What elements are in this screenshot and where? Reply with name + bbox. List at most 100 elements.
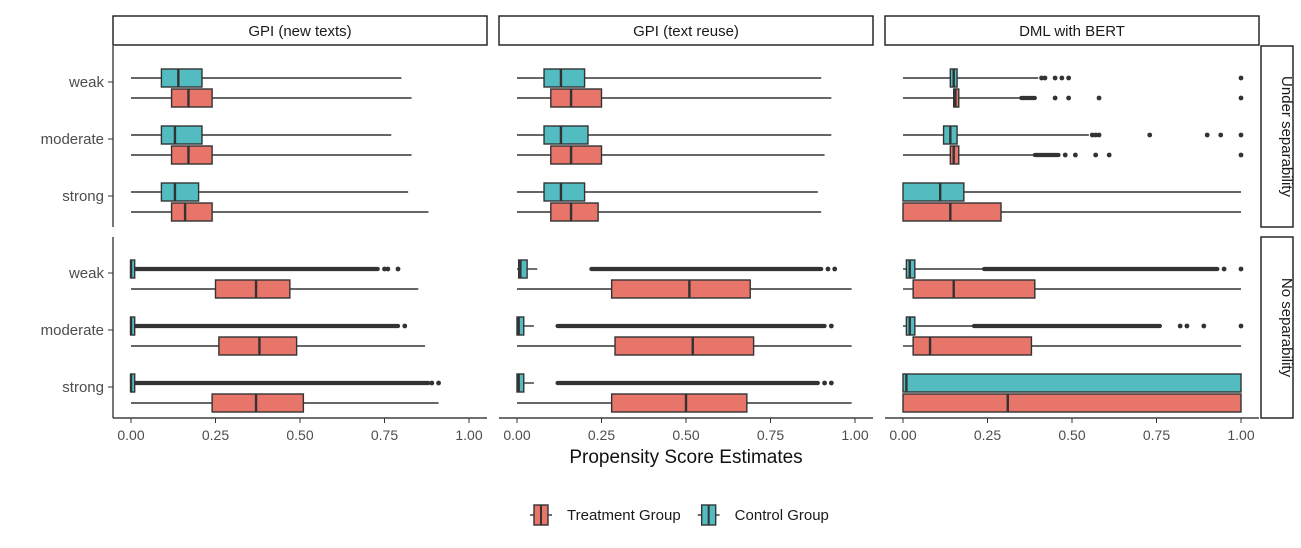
- y-category-label: moderate: [41, 322, 104, 339]
- row-strip-label: Under separability: [1278, 76, 1295, 197]
- control-outlier-point: [828, 323, 834, 329]
- treatment-box: [170, 145, 213, 165]
- x-tick-label: 0.00: [117, 427, 144, 443]
- y-category-label: weak: [68, 265, 105, 282]
- treatment-box: [902, 202, 1002, 222]
- control-outlier-point: [385, 266, 391, 272]
- control-outlier-point: [1089, 132, 1095, 138]
- control-box: [516, 373, 525, 393]
- row-strip-box: [1260, 236, 1294, 419]
- column-strip-box: [498, 15, 874, 46]
- treatment-box: [218, 336, 298, 356]
- treatment-box: [912, 336, 1033, 356]
- legend-label: Control Group: [735, 507, 829, 524]
- treatment-box: [550, 202, 599, 222]
- control-box: [517, 259, 528, 279]
- control-outlier-point: [1221, 266, 1227, 272]
- treatment-box: [610, 393, 748, 413]
- control-outlier-point: [1201, 323, 1207, 329]
- x-tick-label: 0.75: [757, 427, 784, 443]
- column-strip-label: DML with BERT: [1019, 23, 1125, 40]
- panel: [129, 259, 441, 413]
- treatment-outlier-point: [1106, 152, 1112, 158]
- x-tick-label: 0.25: [588, 427, 615, 443]
- control-outlier-point: [395, 266, 401, 272]
- x-axis-title: Propensity Score Estimates: [569, 447, 802, 468]
- control-outlier-point: [1238, 132, 1244, 138]
- control-outlier-point: [382, 266, 387, 272]
- control-outlier-point: [1177, 323, 1183, 329]
- x-tick-label: 0.75: [371, 427, 398, 443]
- x-tick-label: 0.00: [503, 427, 530, 443]
- control-outlier-point: [822, 380, 827, 386]
- treatment-box: [214, 279, 291, 299]
- treatment-box: [614, 336, 755, 356]
- legend-label: Treatment Group: [567, 507, 681, 524]
- panel: [902, 259, 1244, 413]
- panel: [517, 68, 832, 222]
- control-box: [543, 68, 586, 88]
- x-tick-label: 0.25: [202, 427, 229, 443]
- row-strip-box: [1260, 45, 1294, 228]
- panel: [516, 259, 852, 413]
- control-box: [902, 182, 965, 202]
- x-tick-label: 1.00: [841, 427, 868, 443]
- x-tick-label: 0.50: [672, 427, 699, 443]
- control-outlier-point: [1147, 132, 1153, 138]
- row-strip-label: No separability: [1278, 278, 1295, 378]
- treatment-outlier-point: [1066, 95, 1072, 101]
- control-box: [543, 182, 586, 202]
- treatment-outlier-point: [1096, 95, 1102, 101]
- x-tick-label: 1.00: [455, 427, 482, 443]
- control-box: [516, 316, 525, 336]
- control-outlier-point: [1218, 132, 1224, 138]
- treatment-box: [170, 202, 213, 222]
- control-outlier-point: [1042, 75, 1048, 81]
- column-strip-box: [112, 15, 488, 46]
- panel: [131, 68, 429, 222]
- control-box: [160, 68, 203, 88]
- treatment-box: [912, 279, 1036, 299]
- control-box: [160, 182, 200, 202]
- column-strip-box: [884, 15, 1260, 46]
- control-box: [543, 125, 589, 145]
- column-strip-label: GPI (new texts): [248, 23, 351, 40]
- treatment-box: [550, 88, 603, 108]
- control-outlier-point: [402, 323, 408, 329]
- treatment-box: [610, 279, 751, 299]
- control-outlier-point: [1204, 132, 1210, 138]
- control-outlier-point: [1093, 132, 1099, 138]
- x-tick-label: 0.50: [286, 427, 313, 443]
- control-outlier-point: [1096, 132, 1102, 138]
- control-outlier-point: [1059, 75, 1065, 81]
- control-outlier-point: [1066, 75, 1072, 81]
- control-outlier-point: [436, 380, 441, 386]
- control-outlier-point: [1238, 75, 1244, 81]
- treatment-box: [902, 393, 1242, 413]
- y-category-label: moderate: [41, 131, 104, 148]
- treatment-outlier-point: [1238, 95, 1244, 101]
- control-outlier-point: [825, 266, 831, 272]
- treatment-outlier-point: [1062, 152, 1068, 158]
- x-tick-label: 0.25: [974, 427, 1001, 443]
- control-outlier-point: [1184, 323, 1190, 329]
- y-category-label: strong: [62, 379, 104, 396]
- control-outlier-point: [828, 380, 834, 386]
- control-outlier-point: [832, 266, 838, 272]
- y-category-label: weak: [68, 74, 105, 91]
- legend-item: Treatment Group: [530, 504, 681, 526]
- x-tick-label: 0.50: [1058, 427, 1085, 443]
- control-outlier-point: [1238, 323, 1244, 329]
- y-category-label: strong: [62, 188, 104, 205]
- x-tick-label: 0.75: [1143, 427, 1170, 443]
- panel: [902, 68, 1244, 222]
- treatment-box: [211, 393, 305, 413]
- treatment-box: [170, 88, 213, 108]
- control-outlier-point: [1238, 266, 1244, 272]
- treatment-outlier-point: [1052, 95, 1058, 101]
- control-outlier-point: [1039, 75, 1044, 81]
- x-tick-label: 0.00: [889, 427, 916, 443]
- treatment-outlier-point: [1238, 152, 1244, 158]
- column-strip-label: GPI (text reuse): [633, 23, 739, 40]
